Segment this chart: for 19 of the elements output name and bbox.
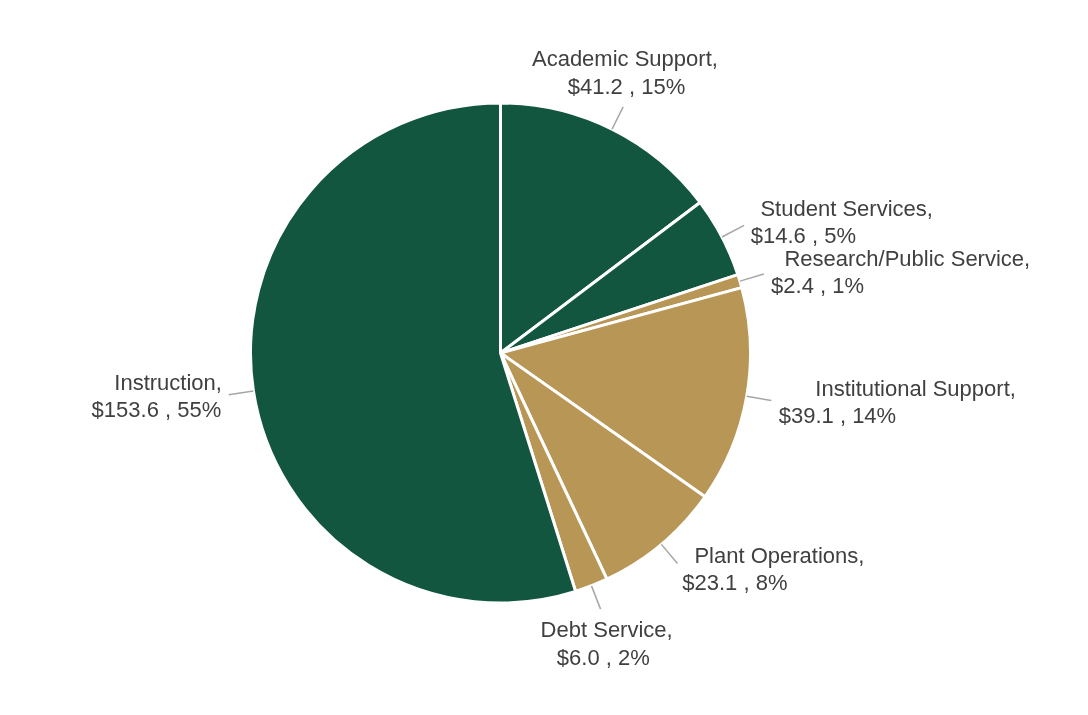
text: , (1009, 375, 1016, 401)
data-label: $41.2 , 15% (567, 73, 686, 99)
slice-label: Plant Operations (694, 543, 859, 568)
data-label: $2.4 , 1% (771, 273, 865, 298)
data-label: $153.6 , 55% (91, 397, 222, 423)
slice-label: Debt Service (540, 617, 667, 643)
slice-label: Instruction (114, 369, 216, 395)
text: , (215, 369, 222, 395)
text: , (711, 46, 718, 72)
data-label: $23.1 , 8% (682, 570, 788, 596)
data-label: $39.1 , 14% (778, 403, 897, 429)
slice-label: Academic Support (531, 46, 712, 72)
text: , (858, 543, 865, 568)
data-label: $6.0 , 2% (556, 644, 650, 670)
slice-label: Institutional Support (815, 375, 1010, 401)
text: , (926, 195, 933, 221)
text: , (1024, 245, 1031, 271)
text: , (666, 617, 673, 643)
slice-label: Student Services (760, 195, 927, 221)
